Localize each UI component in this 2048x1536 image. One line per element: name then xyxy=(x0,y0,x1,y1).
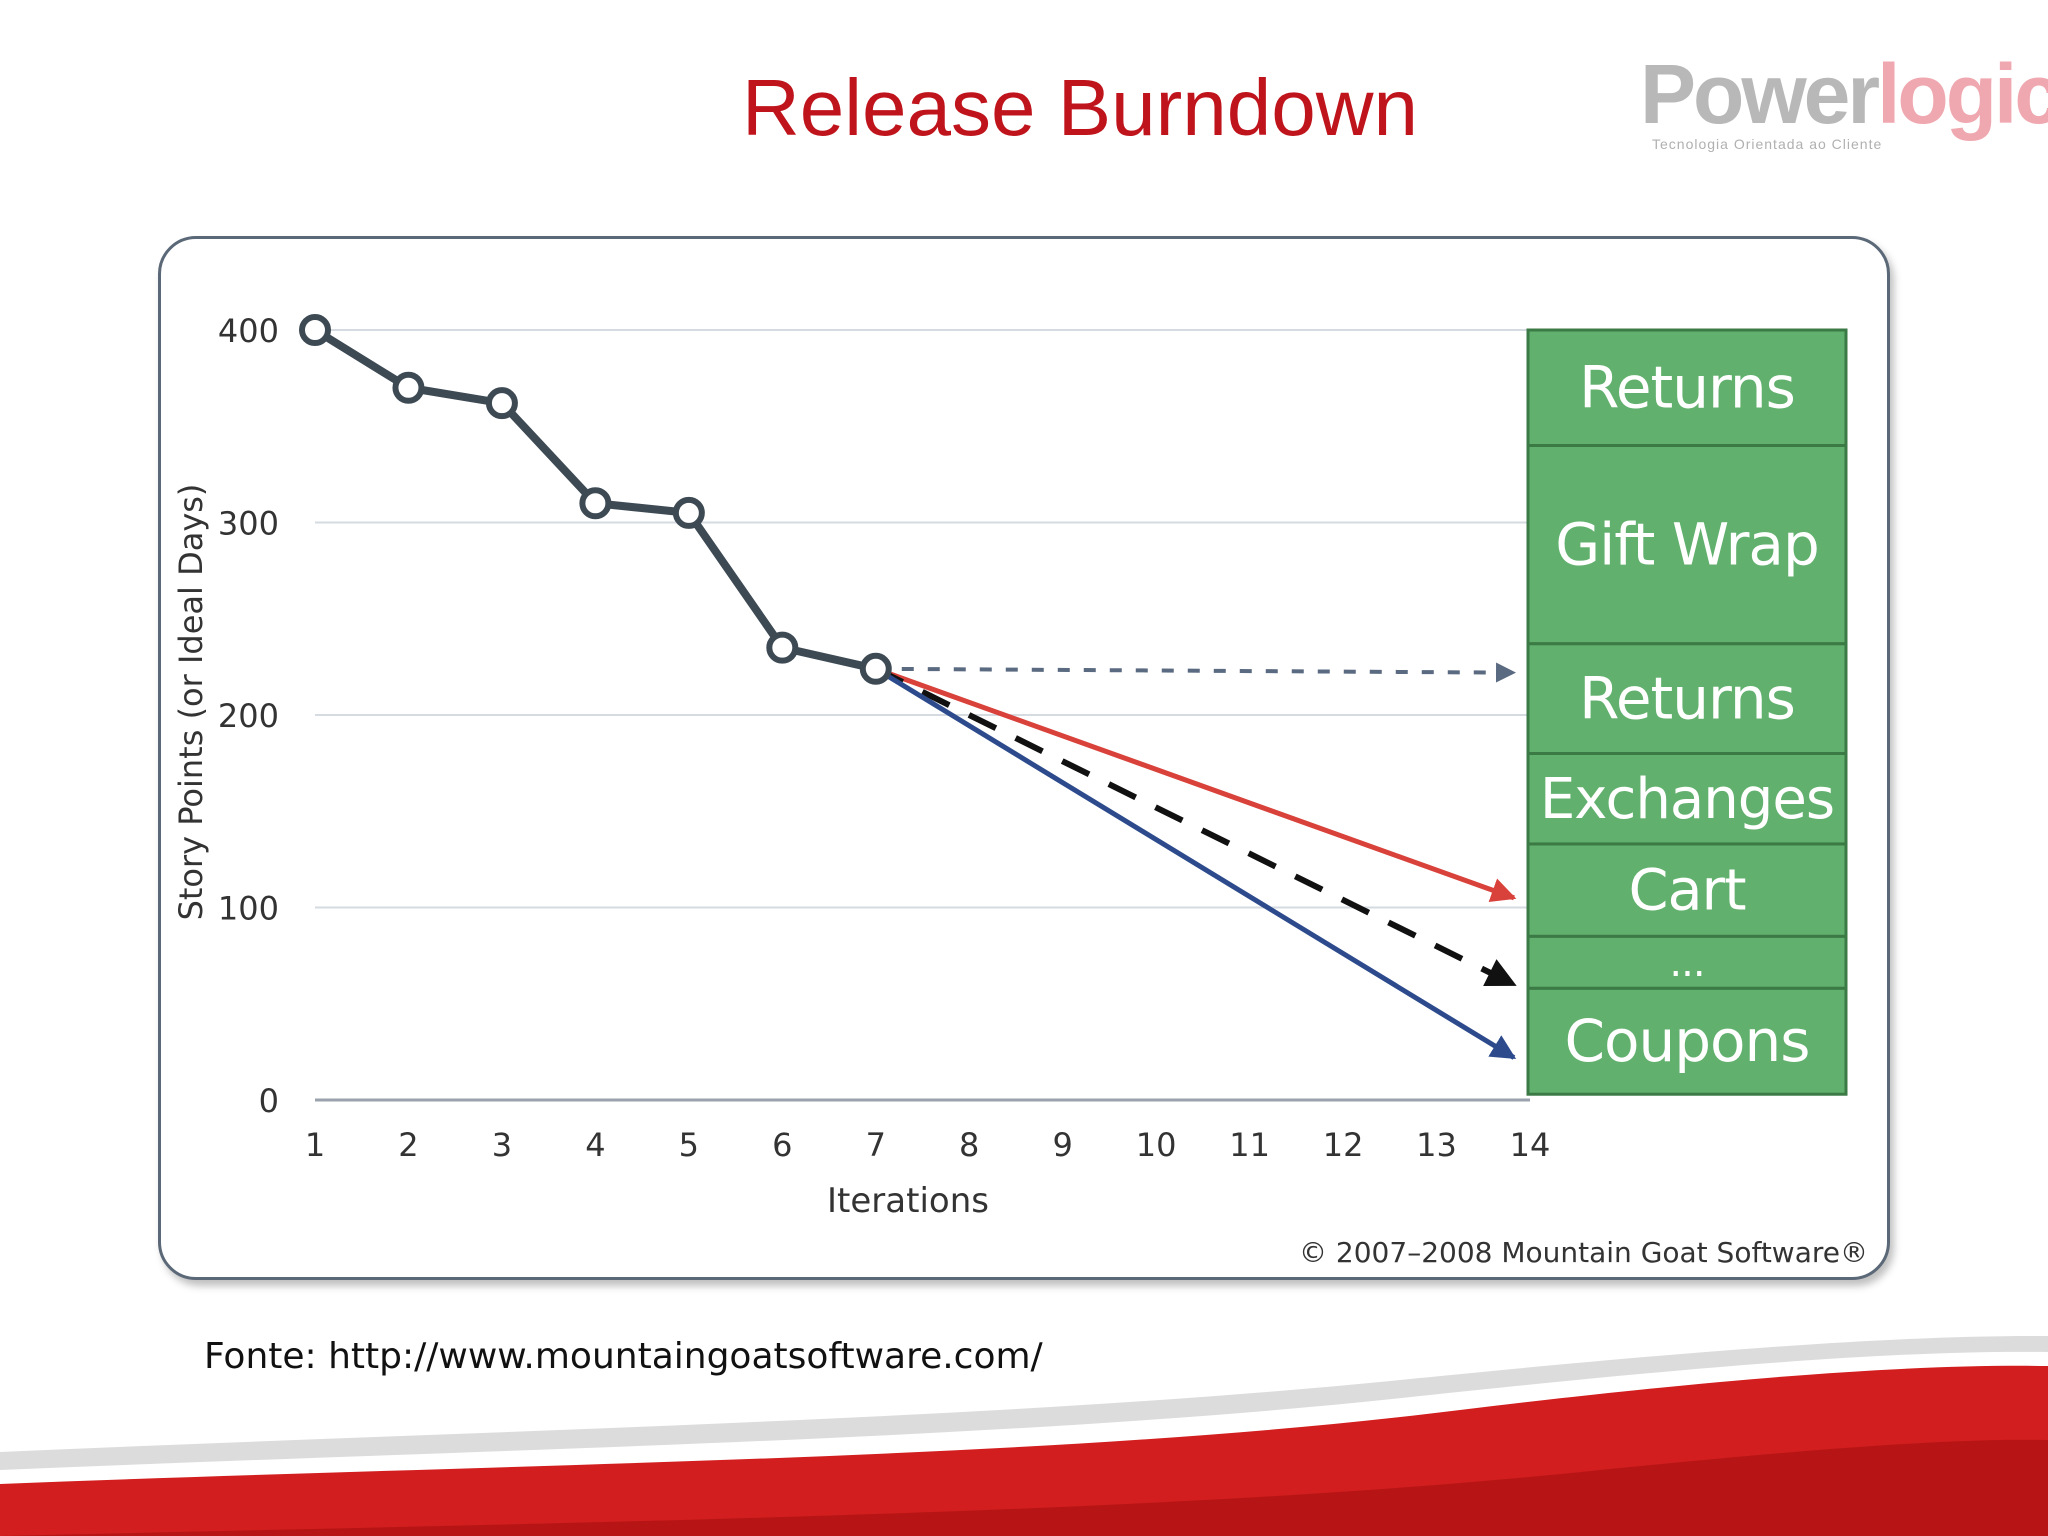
source-footnote: Fonte: http://www.mountaingoatsoftware.c… xyxy=(204,1336,1043,1377)
slide-title: Release Burndown xyxy=(742,63,1418,152)
projection-dashed-black xyxy=(874,666,1517,988)
backlog-label: Returns xyxy=(1579,664,1795,732)
data-point xyxy=(766,631,799,664)
x-tick-label: 12 xyxy=(1323,1126,1364,1164)
data-point xyxy=(579,487,612,520)
x-tick-label: 1 xyxy=(305,1126,325,1164)
backlog-label: Exchanges xyxy=(1540,767,1834,832)
x-tick-label: 2 xyxy=(398,1126,418,1164)
data-point xyxy=(672,496,705,529)
y-tick-label: 100 xyxy=(218,890,279,928)
backlog-block xyxy=(1526,986,1848,1096)
company-logo: Powerlogic Tecnologia Orientada ao Clien… xyxy=(1640,52,2048,162)
backlog-column: Returns Gift Wrap Returns Exchanges Cart... C… xyxy=(1526,328,1848,1096)
projection-lines xyxy=(874,662,1517,1060)
backlog-block xyxy=(1526,842,1848,938)
logo-tagline: Tecnologia Orientada ao Cliente xyxy=(1652,136,1883,152)
data-point xyxy=(859,652,892,685)
backlog-label: Returns xyxy=(1579,353,1795,421)
backlog-label: Cart xyxy=(1628,857,1746,924)
data-point xyxy=(485,387,518,420)
x-tick-label: 11 xyxy=(1229,1126,1270,1164)
y-tick-label: 400 xyxy=(218,312,279,350)
x-tick-label: 7 xyxy=(866,1126,886,1164)
y-tick-label: 0 xyxy=(259,1082,279,1120)
data-point xyxy=(299,314,331,346)
projection-solid-red xyxy=(874,666,1517,903)
y-tick-label: 200 xyxy=(218,697,279,735)
backlog-label: ... xyxy=(1669,940,1704,986)
backlog-block xyxy=(1526,752,1848,846)
x-tick-label: 8 xyxy=(959,1126,979,1164)
y-axis-title: Story Points (or Ideal Days) xyxy=(172,484,210,921)
backlog-label: Gift Wrap xyxy=(1555,510,1819,578)
y-tick-label: 300 xyxy=(218,505,279,543)
x-tick-label: 6 xyxy=(772,1126,792,1164)
copyright-text: © 2007–2008 Mountain Goat Software® xyxy=(1299,1236,1868,1269)
x-tick-label: 9 xyxy=(1053,1126,1073,1164)
data-point xyxy=(392,371,425,404)
x-tick-label: 14 xyxy=(1510,1126,1551,1164)
x-tick-label: 5 xyxy=(679,1126,699,1164)
x-tick-label: 10 xyxy=(1136,1126,1177,1164)
projection-dashed-flat xyxy=(875,662,1516,683)
backlog-block xyxy=(1526,642,1848,756)
logo-text-logic: logic xyxy=(1877,47,2048,141)
backlog-label: Coupons xyxy=(1564,1007,1809,1075)
logo-text-power: Power xyxy=(1640,47,1880,141)
grid-lines xyxy=(315,329,1530,909)
x-tick-label: 3 xyxy=(492,1126,512,1164)
x-axis-title: Iterations xyxy=(827,1181,989,1221)
projection-solid-blue xyxy=(874,666,1517,1060)
backlog-block xyxy=(1526,934,1848,990)
x-tick-label: 4 xyxy=(585,1126,605,1164)
actual-burndown-series xyxy=(299,314,892,685)
backlog-block xyxy=(1526,444,1848,646)
x-tick-label: 13 xyxy=(1416,1126,1457,1164)
